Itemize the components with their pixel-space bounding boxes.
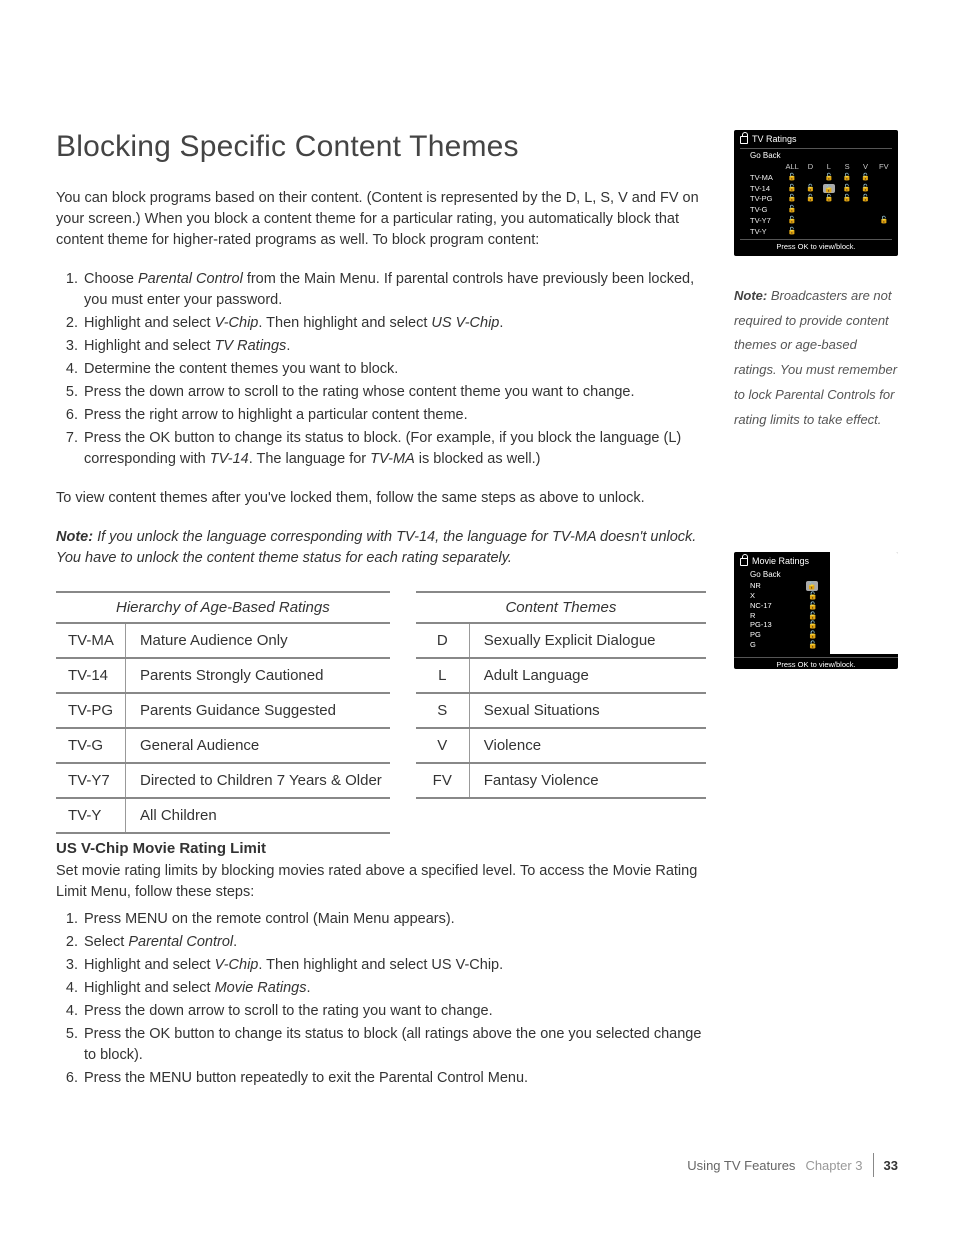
table-row: LAdult Language: [416, 659, 706, 694]
footer-section: Using TV Features: [687, 1158, 795, 1173]
footer-chapter: Chapter 3: [805, 1158, 862, 1173]
table-row: SSexual Situations: [416, 694, 706, 729]
table-row: TV-PGParents Guidance Suggested: [56, 694, 390, 729]
step-item: Press the down arrow to scroll to the ra…: [82, 1001, 706, 1022]
step-item: Choose Parental Control from the Main Me…: [82, 269, 706, 311]
step-item: Highlight and select V-Chip. Then highli…: [82, 955, 706, 976]
sidebar-column: TV Ratings Go Back ALL D L S V FV TV-MA🔓…: [734, 130, 898, 1091]
step-item: Select Parental Control.: [82, 932, 706, 953]
step-item: Highlight and select V-Chip. Then highli…: [82, 313, 706, 334]
selected-cell: 🔓: [823, 184, 834, 193]
step-item: Press the down arrow to scroll to the ra…: [82, 382, 706, 403]
tables-row: Hierarchy of Age-Based Ratings TV-MAMatu…: [56, 591, 706, 834]
step-item: Press MENU on the remote control (Main M…: [82, 909, 706, 930]
table-row: TV-YAll Children: [56, 799, 390, 834]
press-ok-label: Press OK to view/block.: [734, 657, 898, 670]
table-row: TV-14Parents Strongly Cautioned: [56, 659, 390, 694]
page-title: Blocking Specific Content Themes: [56, 130, 706, 164]
hierarchy-table: Hierarchy of Age-Based Ratings TV-MAMatu…: [56, 591, 390, 834]
page-footer: Using TV Features Chapter 3 33: [687, 1153, 898, 1177]
footer-divider: [873, 1153, 874, 1177]
note-paragraph: Note: If you unlock the language corresp…: [56, 527, 706, 569]
hierarchy-table-header: Hierarchy of Age-Based Ratings: [56, 591, 390, 624]
step-item: Press the OK button to change its status…: [82, 428, 706, 470]
intro-paragraph: You can block programs based on their co…: [56, 188, 706, 251]
main-column: Blocking Specific Content Themes You can…: [56, 130, 706, 1091]
sidebar-note: Note: Broadcasters are not required to p…: [734, 284, 898, 432]
go-back-label: Go Back: [750, 570, 824, 580]
step-item: Highlight and select Movie Ratings.: [82, 978, 706, 999]
press-ok-label: Press OK to view/block.: [740, 239, 892, 252]
step-item: Highlight and select TV Ratings.: [82, 336, 706, 357]
subintro-paragraph: Set movie rating limits by blocking movi…: [56, 861, 706, 903]
after-steps-paragraph: To view content themes after you've lock…: [56, 488, 706, 509]
movie-ratings-menu-screenshot: Movie Ratings Go Back NR🔓 X🔓 NC-17🔓 R🔓 P…: [734, 552, 898, 669]
table-row: TV-MAMature Audience Only: [56, 624, 390, 659]
table-row: VViolence: [416, 729, 706, 764]
themes-table-header: Content Themes: [416, 591, 706, 624]
steps-list-2: Press MENU on the remote control (Main M…: [56, 909, 706, 1089]
steps-list-1: Choose Parental Control from the Main Me…: [56, 269, 706, 470]
footer-page-number: 33: [884, 1158, 898, 1173]
table-row: DSexually Explicit Dialogue: [416, 624, 706, 659]
lock-icon: [740, 136, 748, 144]
themes-table: Content Themes DSexually Explicit Dialog…: [416, 591, 706, 834]
subheading-movie-rating: US V-Chip Movie Rating Limit: [56, 840, 706, 857]
tv-ratings-menu-screenshot: TV Ratings Go Back ALL D L S V FV TV-MA🔓…: [734, 130, 898, 256]
movie-ratings-menu-title: Movie Ratings: [752, 556, 809, 568]
table-row: TV-Y7Directed to Children 7 Years & Olde…: [56, 764, 390, 799]
step-item: Press the MENU button repeatedly to exit…: [82, 1068, 706, 1089]
table-row: TV-GGeneral Audience: [56, 729, 390, 764]
step-item: Press the OK button to change its status…: [82, 1024, 706, 1066]
selected-cell: 🔓: [806, 581, 817, 591]
step-item: Press the right arrow to highlight a par…: [82, 405, 706, 426]
tv-ratings-menu-title: TV Ratings: [752, 134, 797, 146]
go-back-label: Go Back: [750, 151, 892, 161]
step-item: Determine the content themes you want to…: [82, 359, 706, 380]
table-row: FVFantasy Violence: [416, 764, 706, 799]
lock-icon: [740, 558, 748, 566]
